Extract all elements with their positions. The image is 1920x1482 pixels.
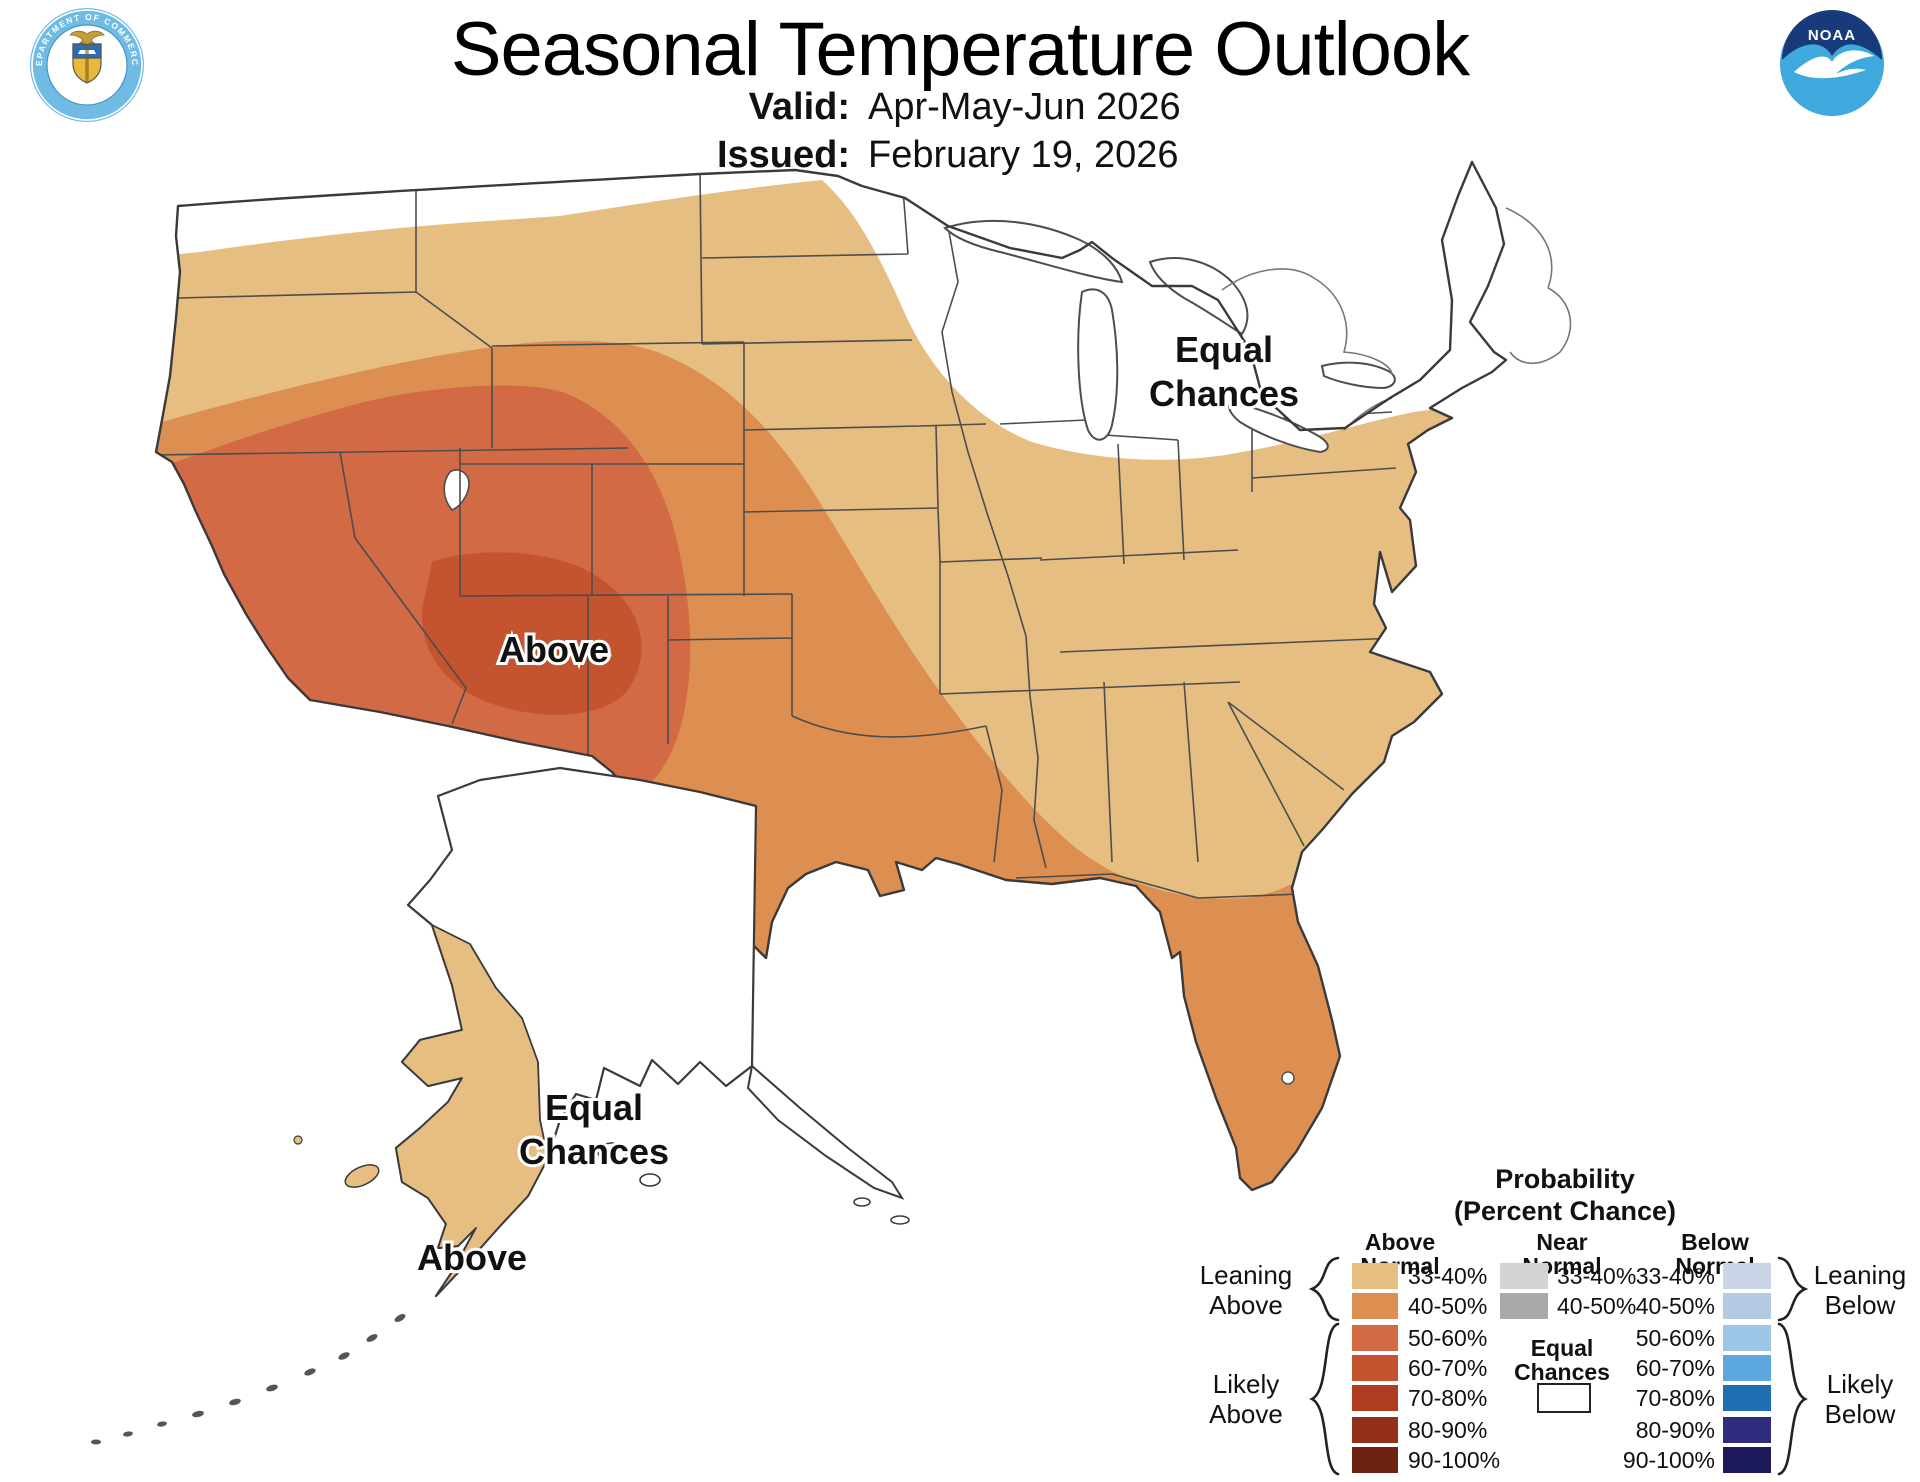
label-below-70-80: 70-80%: [1635, 1385, 1715, 1411]
canada-coastlines: [1221, 207, 1572, 431]
lake-huron: [1148, 257, 1249, 336]
bracket-label-leaning-below: Leaning Below: [1813, 1260, 1907, 1320]
page-title: Seasonal Temperature Outlook: [450, 7, 1470, 92]
swatch-below-70-80: [1723, 1385, 1771, 1411]
label-above-50-60: 50-60%: [1408, 1325, 1488, 1351]
valid-label: Valid:: [748, 86, 850, 128]
issued-row: Issued: February 19, 2026: [560, 132, 1360, 178]
label-near-40-50: 40-50%: [1557, 1293, 1637, 1319]
label-conus-equal-2: Chances: [1149, 373, 1299, 414]
swatch-below-90-100: [1723, 1447, 1771, 1473]
seal-eagle-icon: [69, 30, 105, 45]
swatch-above-90-100: [1352, 1447, 1398, 1473]
issued-value: February 19, 2026: [868, 134, 1179, 176]
issued-label: Issued:: [716, 134, 850, 176]
equal-chances-swatch: [1537, 1383, 1591, 1413]
label-above-90-100: 90-100%: [1408, 1447, 1501, 1473]
brace-leaning-below: [1777, 1256, 1809, 1322]
swatch-below-80-90: [1723, 1417, 1771, 1443]
band-above-60-70: [421, 552, 642, 715]
aleutian-islands: [91, 1314, 406, 1445]
label-above-70-80: 70-80%: [1408, 1385, 1488, 1411]
label-conus-equal-1: Equal: [1175, 329, 1273, 370]
lake-erie: [1228, 400, 1329, 454]
small-island: [293, 1135, 303, 1145]
probability-legend: Probability (Percent Chance) Above Norma…: [1180, 1150, 1920, 1482]
label-below-90-100: 90-100%: [1622, 1447, 1715, 1473]
label-below-80-90: 80-90%: [1635, 1417, 1715, 1443]
label-above-60-70: 60-70%: [1408, 1355, 1488, 1381]
bracket-label-leaning-above: Leaning Above: [1199, 1260, 1293, 1320]
swatch-above-33-40: [1352, 1263, 1398, 1289]
state-boundaries: [156, 169, 1397, 899]
swatch-above-50-60: [1352, 1325, 1398, 1351]
alaska-inset: [91, 766, 910, 1445]
label-below-33-40: 33-40%: [1635, 1263, 1715, 1289]
label-below-60-70: 60-70%: [1635, 1355, 1715, 1381]
swatch-near-33-40: [1500, 1263, 1548, 1289]
lake-ontario: [1320, 361, 1396, 390]
swatch-below-33-40: [1723, 1263, 1771, 1289]
label-near-33-40: 33-40%: [1557, 1263, 1637, 1289]
noaa-dark-fan: [1782, 10, 1882, 60]
noaa-logo: NOAA: [1780, 10, 1884, 116]
label-below-50-60: 50-60%: [1635, 1325, 1715, 1351]
label-alaska-equal-2: Chances: [519, 1131, 669, 1172]
alaska-panhandle: [746, 1064, 905, 1200]
valid-row: Valid: Apr-May-Jun 2026: [560, 84, 1360, 130]
swatch-near-40-50: [1500, 1293, 1548, 1319]
commerce-seal: DEPARTMENT OF COMMERCE UNITED STATES OF …: [28, 6, 144, 122]
swatch-below-60-70: [1723, 1355, 1771, 1381]
noaa-logo-text: NOAA: [1808, 27, 1856, 44]
legend-header-below: Below Normal: [1675, 1229, 1755, 1279]
legend-equal-chances: Equal Chances: [1514, 1335, 1610, 1385]
st-lawrence-island: [344, 1164, 380, 1188]
bracket-label-likely-above: Likely Above: [1209, 1369, 1283, 1429]
label-above-40-50: 40-50%: [1408, 1293, 1488, 1319]
swatch-above-70-80: [1352, 1385, 1398, 1411]
alaska-above-band: [395, 924, 549, 1297]
conus-shading: [156, 162, 1506, 1190]
label-conus-above: Above: [499, 629, 609, 670]
brace-likely-above: [1309, 1322, 1340, 1476]
label-alaska-equal-1: Equal: [545, 1087, 643, 1128]
lake-michigan: [1077, 288, 1119, 441]
label-alaska-above: Above: [417, 1237, 527, 1278]
label-above-80-90: 80-90%: [1408, 1417, 1488, 1443]
swatch-below-50-60: [1723, 1325, 1771, 1351]
valid-value: Apr-May-Jun 2026: [868, 86, 1181, 128]
lake-okeechobee: [1281, 1071, 1295, 1085]
swatch-above-60-70: [1352, 1355, 1398, 1381]
noaa-bird-icon: [1794, 50, 1874, 79]
south-alaska-islands: [597, 1142, 910, 1225]
swatch-below-40-50: [1723, 1293, 1771, 1319]
legend-braces: [1308, 1256, 1809, 1476]
label-above-33-40: 33-40%: [1408, 1263, 1488, 1289]
brace-leaning-above: [1308, 1256, 1340, 1322]
label-below-40-50: 40-50%: [1635, 1293, 1715, 1319]
legend-title-1: Probability: [1495, 1164, 1635, 1194]
swatch-above-80-90: [1352, 1417, 1398, 1443]
brace-likely-below: [1777, 1322, 1808, 1476]
seal-shield-icon: [72, 43, 102, 84]
legend-title-2: (Percent Chance): [1453, 1196, 1677, 1226]
bracket-label-likely-below: Likely Below: [1824, 1369, 1896, 1429]
swatch-above-40-50: [1352, 1293, 1398, 1319]
